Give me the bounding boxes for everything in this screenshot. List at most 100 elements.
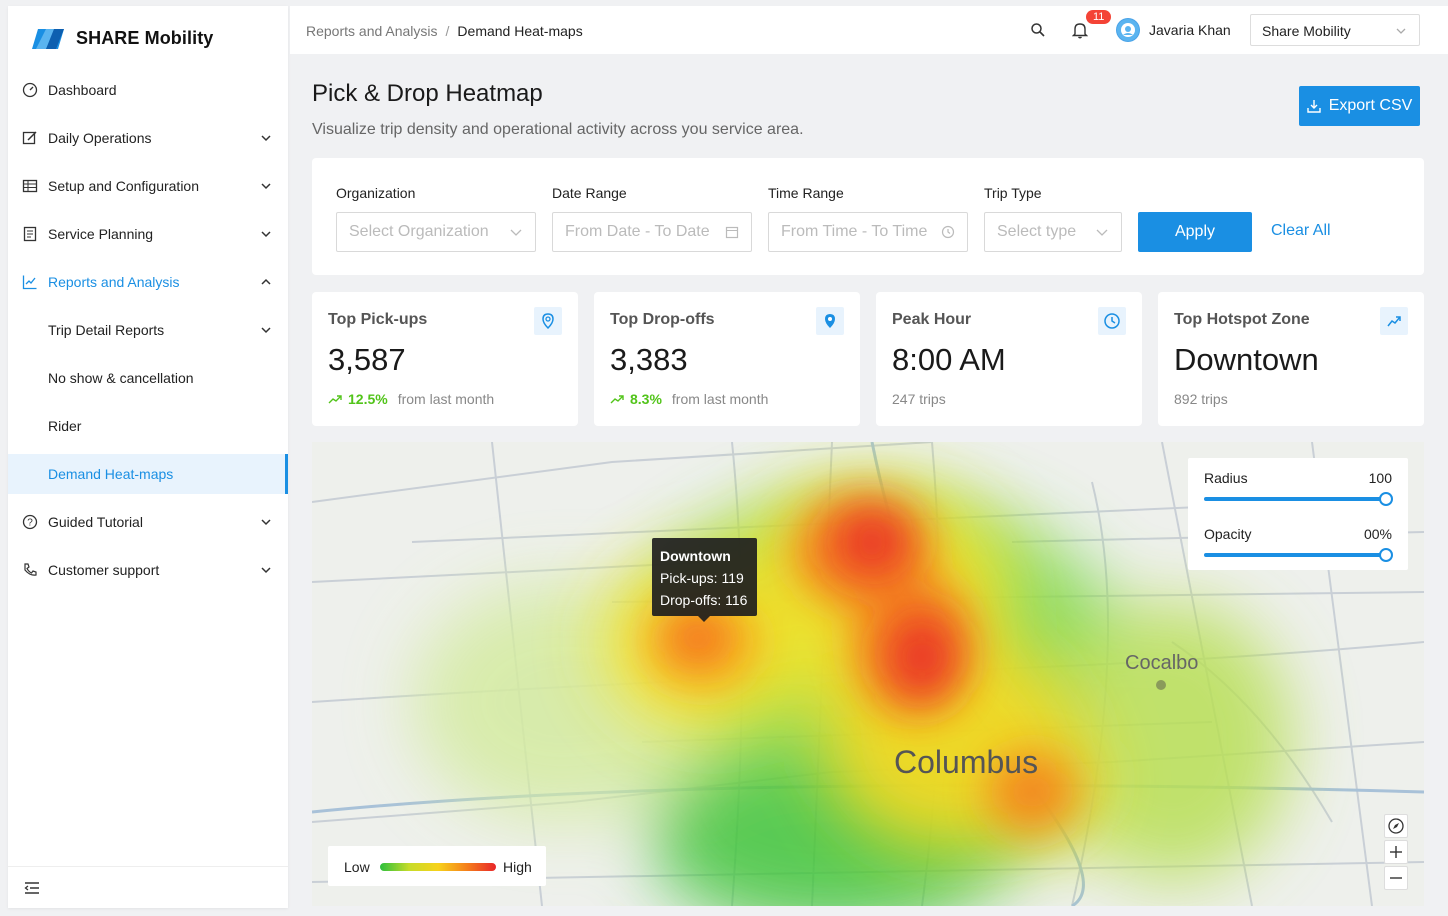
heatmap-legend: Low High: [328, 846, 546, 886]
sidebar-item-reports-analysis[interactable]: Reports and Analysis: [8, 262, 288, 302]
sidebar-item-label: Demand Heat-maps: [48, 466, 174, 482]
export-csv-button[interactable]: Export CSV: [1299, 86, 1420, 126]
svg-text:?: ?: [27, 518, 33, 529]
stat-card-footnote: 892 trips: [1174, 391, 1228, 407]
chevron-down-icon: [261, 519, 271, 526]
sidebar-item-label: Dashboard: [48, 82, 117, 98]
sidebar-item-label: Guided Tutorial: [48, 514, 143, 530]
stat-card-value: 8:00 AM: [892, 342, 1006, 377]
sidebar-item-label: Trip Detail Reports: [48, 322, 165, 338]
heat-layer-peak: [672, 507, 957, 702]
sidebar-item-label: Customer support: [48, 562, 160, 578]
legend-low-label: Low: [344, 859, 370, 875]
sidebar-item-service-planning[interactable]: Service Planning: [8, 214, 288, 254]
organization-select[interactable]: Select Organization: [336, 212, 536, 252]
bell-icon[interactable]: [1072, 21, 1088, 39]
phone-icon: [24, 563, 37, 576]
legend-high-label: High: [503, 859, 532, 875]
tooltip-dropoffs: Drop-offs: 116: [660, 592, 748, 608]
town-marker-icon: [1156, 680, 1166, 690]
zoom-in-button[interactable]: [1384, 840, 1408, 864]
stat-card-change: 8.3%: [630, 391, 662, 407]
sidebar-item-no-show-cancellation[interactable]: No show & cancellation: [8, 358, 288, 398]
heatmap-settings-panel: Radius 100 Opacity 00%: [1188, 458, 1408, 570]
trend-up-icon: [1380, 307, 1408, 335]
app-name: SHARE Mobility: [76, 28, 214, 48]
sidebar-item-rider[interactable]: Rider: [8, 406, 288, 446]
stat-card-value: Downtown: [1174, 342, 1319, 377]
stat-card-footer: 247 trips: [892, 391, 946, 407]
date-range-picker[interactable]: From Date - To Date: [552, 212, 752, 252]
breadcrumb-current: Demand Heat-maps: [457, 23, 583, 39]
search-icon[interactable]: [1030, 22, 1046, 38]
stat-card-title: Top Pick-ups: [328, 311, 428, 328]
app-logo[interactable]: SHARE Mobility: [32, 28, 213, 49]
stat-card-footnote: from last month: [671, 391, 769, 407]
sidebar-item-label: No show & cancellation: [48, 370, 194, 386]
chevron-up-icon: [261, 278, 271, 285]
clear-all-button[interactable]: Clear All: [1271, 222, 1331, 239]
chevron-down-icon: [510, 229, 522, 236]
sidebar-item-dashboard[interactable]: Dashboard: [8, 70, 288, 110]
stat-card-top-pickups: Top Pick-ups 3,587 12.5% from last month: [312, 292, 578, 426]
sidebar-item-label: Daily Operations: [48, 130, 152, 146]
sidebar-item-daily-operations[interactable]: Daily Operations: [8, 118, 288, 158]
export-csv-label: Export CSV: [1328, 97, 1413, 114]
chevron-down-icon: [261, 567, 271, 574]
stat-card-value: 3,587: [328, 342, 406, 377]
avatar[interactable]: [1116, 18, 1140, 42]
breadcrumb: Reports and Analysis / Demand Heat-maps: [306, 23, 583, 39]
time-range-picker[interactable]: From Time - To Time: [768, 212, 968, 252]
stat-card-value: 3,383: [610, 342, 688, 377]
radius-slider-track[interactable]: [1204, 497, 1386, 501]
stat-card-footnote: 247 trips: [892, 391, 946, 407]
stat-card-title: Peak Hour: [892, 311, 972, 328]
sidebar-item-guided-tutorial[interactable]: ? Guided Tutorial: [8, 502, 288, 542]
breadcrumb-separator: /: [445, 23, 450, 39]
logo-icon: [32, 28, 64, 49]
sidebar-item-label: Service Planning: [48, 226, 154, 242]
sidebar-item-customer-support[interactable]: Customer support: [8, 550, 288, 590]
apply-button[interactable]: Apply: [1138, 212, 1252, 252]
radius-slider-handle[interactable]: [1379, 492, 1393, 506]
trend-up-icon: [610, 395, 624, 404]
chevron-down-icon: [1096, 229, 1108, 236]
page-title: Pick & Drop Heatmap: [312, 80, 543, 107]
location-filled-icon: [816, 307, 844, 335]
menu-fold-icon[interactable]: [24, 881, 40, 895]
chevron-down-icon: [261, 327, 271, 334]
radius-label: Radius: [1204, 470, 1248, 486]
stat-card-top-dropoffs: Top Drop-offs 3,383 8.3% from last month: [594, 292, 860, 426]
sidebar-item-setup-configuration[interactable]: Setup and Configuration: [8, 166, 288, 206]
sidebar-item-label: Setup and Configuration: [48, 178, 199, 194]
clock-icon: [941, 225, 955, 239]
org-switcher-value: Share Mobility: [1262, 23, 1351, 39]
user-name[interactable]: Javaria Khan: [1149, 22, 1231, 38]
org-switcher-select[interactable]: Share Mobility: [1250, 14, 1420, 46]
trip-type-select[interactable]: Select type: [984, 212, 1122, 252]
page-subtitle: Visualize trip density and operational a…: [312, 121, 804, 138]
opacity-slider-track[interactable]: [1204, 553, 1386, 557]
stat-card-footnote: from last month: [397, 391, 495, 407]
stat-card-title: Top Hotspot Zone: [1174, 311, 1310, 328]
radius-value: 100: [1368, 470, 1392, 486]
zoom-out-button[interactable]: [1384, 866, 1408, 890]
compass-icon: [1388, 818, 1404, 834]
trip-type-label: Trip Type: [984, 185, 1042, 201]
sidebar-collapse-bar: [8, 866, 288, 908]
date-range-placeholder: From Date - To Date: [565, 223, 710, 240]
heatmap-map[interactable]: Cocalbo Columbus Downtown Pick-ups: 119 …: [312, 442, 1424, 906]
stat-card-footer: 8.3% from last month: [610, 391, 768, 407]
opacity-slider-handle[interactable]: [1379, 548, 1393, 562]
map-tooltip: Downtown Pick-ups: 119 Drop-offs: 116: [652, 538, 757, 622]
chevron-down-icon: [261, 183, 271, 190]
town-label: Cocalbo: [1125, 652, 1199, 674]
compass-button[interactable]: [1384, 814, 1408, 838]
breadcrumb-item[interactable]: Reports and Analysis: [306, 23, 438, 39]
sidebar: SHARE Mobility Dashboard Daily Operation…: [8, 6, 288, 908]
city-label: Columbus: [894, 744, 1039, 780]
question-icon: ?: [22, 514, 38, 530]
sidebar-item-trip-detail-reports[interactable]: Trip Detail Reports: [8, 310, 288, 350]
stat-card-top-hotspot: Top Hotspot Zone Downtown 892 trips: [1158, 292, 1424, 426]
sidebar-item-demand-heatmaps[interactable]: Demand Heat-maps: [8, 454, 288, 494]
